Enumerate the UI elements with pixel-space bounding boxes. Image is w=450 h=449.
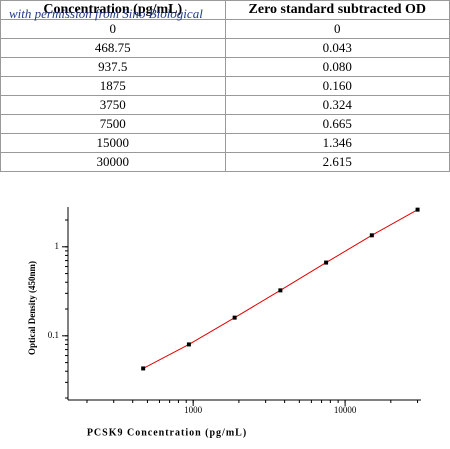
table-cell: 937.5 xyxy=(0,57,226,77)
table-cell: 0.043 xyxy=(224,38,450,58)
table-row: 7500 0.665 xyxy=(0,114,450,134)
table-cell: 0.324 xyxy=(224,95,450,115)
data-point xyxy=(415,207,420,212)
table-cell: 0.160 xyxy=(224,76,450,96)
data-point xyxy=(186,342,191,347)
table-cell: 468.75 xyxy=(0,38,226,58)
table-header: Zero standard subtracted OD xyxy=(224,0,450,20)
data-point xyxy=(324,260,329,265)
watermark: with permission from Sino Biological xyxy=(9,6,203,21)
data-point xyxy=(369,233,374,238)
table-cell: 0.080 xyxy=(224,57,450,77)
table-cell: 0 xyxy=(0,19,226,39)
table-cell: 2.615 xyxy=(224,152,450,172)
y-tick-label: 1 xyxy=(55,241,60,251)
table-row: 468.75 0.043 xyxy=(0,38,450,58)
data-point xyxy=(232,315,237,320)
table-cell: 1875 xyxy=(0,76,226,96)
table-cell: 1.346 xyxy=(224,133,450,153)
table-cell: 0 xyxy=(224,19,450,39)
standard-table: Concentration (pg/mL) Zero standard subt… xyxy=(0,0,450,172)
table-cell: 15000 xyxy=(0,133,226,153)
table-row: 30000 2.615 xyxy=(0,152,450,172)
data-point xyxy=(278,288,283,293)
x-tick-label: 10000 xyxy=(334,405,357,415)
x-tick-label: 1000 xyxy=(184,405,203,415)
chart: PCSK9 Concentration (pg/mL) Optical Dens… xyxy=(27,207,421,438)
table-row: 15000 1.346 xyxy=(0,133,450,153)
table-row: 3750 0.324 xyxy=(0,95,450,115)
y-axis-title: Optical Density (450nm) xyxy=(27,261,37,355)
table-row: 937.5 0.080 xyxy=(0,57,450,77)
y-tick-label: 0.1 xyxy=(48,330,59,340)
table-cell: 0.665 xyxy=(224,114,450,134)
table-row: 1875 0.160 xyxy=(0,76,450,96)
data-point xyxy=(141,366,146,371)
table-cell: 30000 xyxy=(0,152,226,172)
x-axis-title: PCSK9 Concentration (pg/mL) xyxy=(87,427,247,438)
table-cell: 3750 xyxy=(0,95,226,115)
table-cell: 7500 xyxy=(0,114,226,134)
